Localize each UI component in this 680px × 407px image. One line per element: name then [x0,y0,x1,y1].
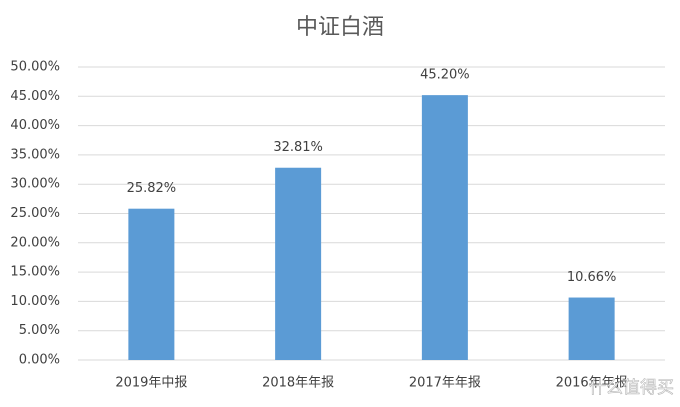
y-tick-label: 0.00% [19,353,60,368]
y-tick-label: 5.00% [19,323,60,338]
y-tick-label: 30.00% [10,177,60,192]
bar [568,297,615,360]
x-tick-label: 2018年年报 [262,376,334,391]
value-label: 10.66% [567,270,617,285]
y-tick-label: 25.00% [10,206,60,221]
x-tick-label: 2019年中报 [115,376,187,391]
value-label: 45.20% [420,68,470,83]
x-tick-label: 2016年年报 [556,376,628,391]
x-tick-label: 2017年年报 [409,376,481,391]
y-tick-label: 20.00% [10,235,60,250]
chart-title: 中证白酒 [296,15,384,40]
y-tick-label: 15.00% [10,265,60,280]
bar [128,208,175,360]
value-label: 32.81% [273,140,323,155]
y-tick-label: 50.00% [10,60,60,75]
bar [275,167,322,360]
watermark: 什么值得买 [589,378,674,398]
y-tick-label: 10.00% [10,294,60,309]
y-tick-label: 40.00% [10,118,60,133]
y-tick-label: 45.00% [10,89,60,104]
value-label: 25.82% [127,181,177,196]
bar [421,95,468,361]
y-tick-label: 35.00% [10,147,60,162]
